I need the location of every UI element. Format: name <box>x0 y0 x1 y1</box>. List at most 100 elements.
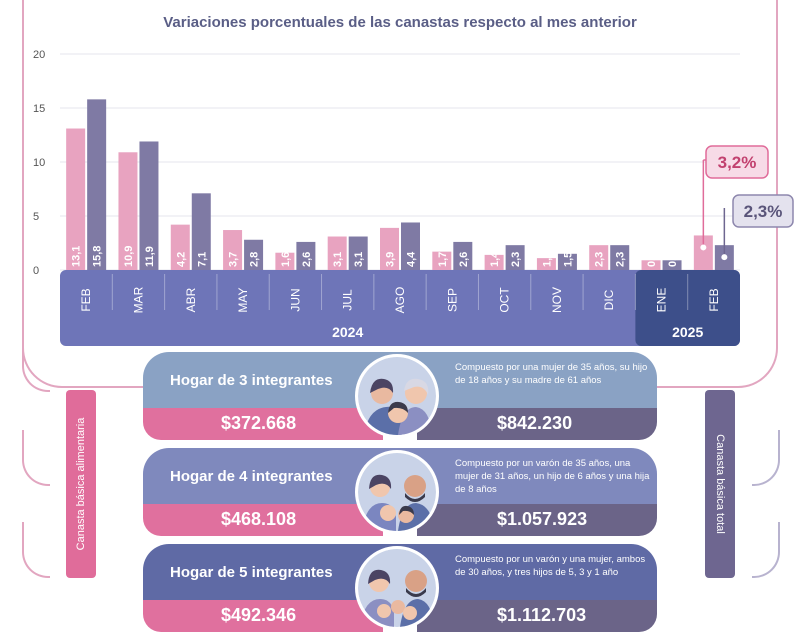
household-label: Hogar de 3 integrantes <box>170 372 333 389</box>
bar-value-label: 11,9 <box>144 246 156 267</box>
bar-value-label: 1,6 <box>280 252 292 267</box>
bar <box>484 254 504 270</box>
bar-value-label: 3,9 <box>385 252 397 267</box>
callout-dot <box>721 254 728 261</box>
bar-value-label: 2,3 <box>510 252 522 267</box>
bar-value-label: 3,1 <box>332 252 344 267</box>
cba-value: $468.108 <box>221 509 297 529</box>
cbt-value: $1.057.923 <box>497 509 588 529</box>
bar-value-label: 2,3 <box>594 252 606 267</box>
bar <box>641 260 661 270</box>
year-label: 2024 <box>332 324 363 340</box>
callout-value: 2,3% <box>744 202 783 221</box>
household-card-4: Hogar de 4 integrantes Compuesto por un … <box>143 448 657 536</box>
bar-value-label: 7,1 <box>196 252 208 267</box>
bar <box>191 193 211 270</box>
month-label: NOV <box>550 287 564 313</box>
right-bracket-mid <box>752 430 780 486</box>
cbt-value: $1.112.703 <box>497 605 587 625</box>
household-card-3: Hogar de 3 integrantes Compuesto por una… <box>143 352 657 440</box>
bar-value-label: 3,7 <box>228 252 240 267</box>
bar-value-label: 4,2 <box>175 252 187 267</box>
month-label: MAR <box>131 286 145 313</box>
bar-value-label: 0,9 <box>646 252 658 267</box>
y-tick-label: 5 <box>33 211 39 223</box>
bar <box>118 152 138 270</box>
bar-value-label: 1,4 <box>489 251 501 267</box>
bar-value-label: 13,1 <box>71 246 83 267</box>
cbt-value-box: $1.057.923 <box>417 504 657 536</box>
bar <box>557 253 577 270</box>
month-label: JUN <box>288 288 302 311</box>
month-axis-band <box>60 270 740 346</box>
y-tick-label: 15 <box>33 103 45 115</box>
cbt-side-label: Canasta básica total <box>705 390 735 578</box>
callout-value: 3,2% <box>718 153 757 172</box>
bar <box>296 241 316 270</box>
bar <box>536 258 556 270</box>
cba-value-box: $372.668 <box>143 408 383 440</box>
bar-value-label: 4,4 <box>406 251 418 267</box>
month-label: DIC <box>602 289 616 310</box>
bar <box>505 245 525 270</box>
right-bracket-bottom <box>752 522 780 578</box>
cba-value: $492.346 <box>221 605 297 625</box>
bar <box>275 252 295 270</box>
bar <box>170 224 190 270</box>
left-bracket-top <box>22 336 50 392</box>
bar <box>662 260 682 270</box>
bar-value-label: 1,7 <box>437 252 449 267</box>
bar <box>244 239 264 270</box>
bar-value-label: 2,6 <box>301 252 313 267</box>
cba-side-text: Canasta básica alimentaria <box>75 417 87 551</box>
bar-value-label: 2,6 <box>458 252 470 267</box>
bar <box>610 245 630 270</box>
household-card-5: Hogar de 5 integrantes Compuesto por un … <box>143 544 657 632</box>
bar <box>453 241 473 270</box>
bar <box>327 236 347 270</box>
bar <box>87 99 107 270</box>
cbt-value-box: $1.112.703 <box>417 600 657 632</box>
month-label: SEP <box>445 288 459 312</box>
bar-value-label: 3,1 <box>353 252 365 267</box>
month-label: OCT <box>498 287 512 313</box>
family-illustration <box>355 546 439 630</box>
callout-box <box>732 194 794 228</box>
left-bracket-mid <box>22 430 50 486</box>
month-label: ABR <box>184 287 198 312</box>
month-label: FEB <box>707 288 721 311</box>
household-description: Compuesto por una mujer de 35 años, su h… <box>455 362 648 386</box>
cba-value-box: $492.346 <box>143 600 383 632</box>
y-tick-label: 10 <box>33 157 45 169</box>
bar <box>348 236 368 270</box>
bar-value-label: 2,8 <box>249 252 261 267</box>
cba-side-label: Canasta básica alimentaria <box>66 390 96 578</box>
bar-value-label: 1,5 <box>562 252 574 267</box>
y-tick-label: 20 <box>33 49 45 61</box>
y-tick-label: 0 <box>33 265 39 277</box>
callout-box <box>705 145 769 179</box>
month-label: FEB <box>79 288 93 311</box>
family-illustration <box>355 450 439 534</box>
bar-value-label: 0,9 <box>667 252 679 267</box>
bar-value-label: 15,8 <box>92 246 104 267</box>
cbt-side-text: Canasta básica total <box>714 434 726 534</box>
household-label: Hogar de 4 integrantes <box>170 468 333 485</box>
bar <box>139 141 159 270</box>
cba-value: $372.668 <box>221 413 297 433</box>
month-label: JUL <box>341 289 355 311</box>
bar <box>693 235 713 270</box>
cba-value-box: $468.108 <box>143 504 383 536</box>
bar <box>223 230 243 270</box>
month-label: ENE <box>655 288 669 313</box>
family-illustration <box>355 354 439 438</box>
bar <box>66 128 86 270</box>
cbt-value: $842.230 <box>497 413 573 433</box>
bar-value-label: 2,3 <box>615 252 627 267</box>
year-2025-band <box>635 270 740 346</box>
left-bracket-bottom <box>22 522 50 578</box>
cbt-value-box: $842.230 <box>417 408 657 440</box>
month-label: AGO <box>393 287 407 314</box>
bar <box>432 251 452 270</box>
household-description: Compuesto por un varón de 35 años, una m… <box>455 458 650 495</box>
